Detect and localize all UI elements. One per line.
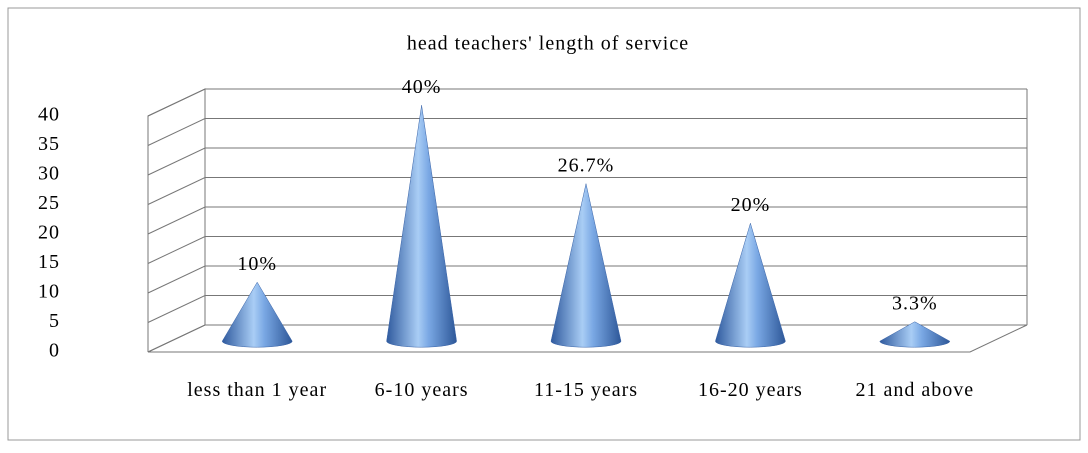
cone	[221, 281, 293, 348]
y-tick-label: 15	[38, 251, 60, 273]
x-tick-label: 6-10 years	[374, 379, 469, 401]
value-label: 10%	[237, 253, 277, 275]
y-tick-label: 35	[38, 133, 60, 155]
x-tick-label: 11-15 years	[533, 379, 639, 401]
y-tick-label: 5	[49, 310, 60, 332]
grid-line	[147, 147, 1027, 176]
grid-line	[147, 206, 1027, 235]
cone	[386, 105, 457, 348]
value-label: 40%	[402, 76, 442, 98]
chart-title: head teachers' length of service	[407, 33, 689, 55]
y-tick-label: 40	[38, 104, 60, 126]
grid-line	[147, 118, 1027, 146]
grid-line	[147, 88, 1027, 117]
cone	[550, 183, 622, 348]
y-tick-label: 30	[38, 163, 60, 185]
grid-line	[147, 177, 1027, 205]
cone	[715, 222, 786, 348]
value-label: 3.3%	[892, 292, 938, 314]
value-label: 20%	[731, 194, 771, 216]
value-label: 26.7%	[558, 154, 615, 176]
y-tick-label: 0	[49, 340, 60, 362]
y-tick-label: 10	[38, 281, 60, 303]
x-tick-label: 21 and above	[855, 379, 975, 401]
y-tick-label: 25	[38, 192, 60, 214]
x-tick-label: 16-20 years	[697, 379, 803, 401]
y-tick-label: 20	[38, 222, 60, 244]
x-tick-label: less than 1 year	[187, 379, 328, 401]
cone	[879, 321, 951, 348]
chart-border	[7, 7, 1081, 441]
